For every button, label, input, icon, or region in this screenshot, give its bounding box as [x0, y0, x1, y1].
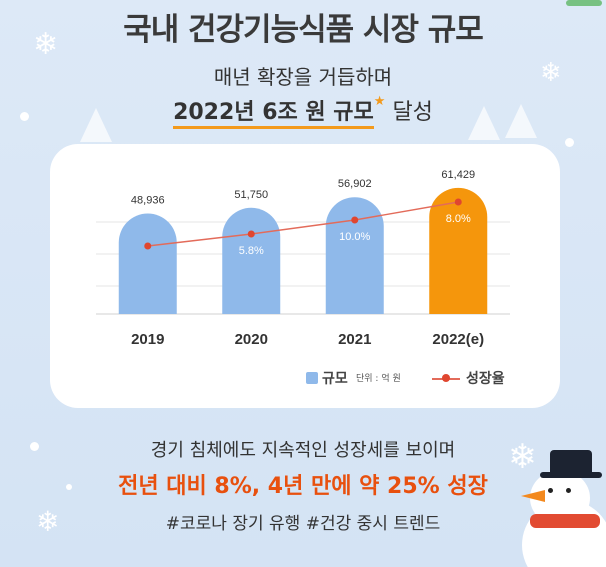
summary-line-1: 경기 침체에도 지속적인 성장세를 보이며	[150, 440, 456, 461]
highlight-suffix: 달성	[392, 100, 433, 125]
snowman-eye	[548, 488, 553, 493]
legend-unit: 단위 : 억 원	[356, 374, 401, 384]
snow-dot	[565, 138, 574, 147]
brand-logo	[566, 0, 602, 6]
snowflake-icon: ❄	[36, 505, 60, 538]
growth-point	[351, 216, 359, 224]
snowflake-icon: ❄	[508, 437, 537, 477]
category-label: 2021	[338, 331, 371, 348]
snowflake-icon: ❄	[33, 27, 59, 62]
growth-point	[247, 230, 255, 238]
bar-2019	[118, 213, 177, 314]
tree-icon	[468, 106, 500, 140]
bar-2020	[222, 207, 281, 314]
value-label: 61,429	[441, 169, 475, 181]
snow-dot	[30, 442, 39, 451]
snowman-scarf	[530, 514, 600, 528]
snowman-hat	[550, 450, 592, 476]
value-label: 56,902	[338, 178, 372, 190]
growth-label: 8.0%	[446, 213, 471, 225]
highlight-line: 2022년 6조 원 규모★ 달성	[0, 94, 606, 129]
snowman-nose	[521, 490, 545, 502]
legend-bar-swatch	[306, 372, 318, 384]
tree-icon	[505, 104, 537, 138]
page-title: 국내 건강기능식품 시장 규모	[123, 12, 484, 48]
snow-dot	[66, 484, 72, 490]
growth-point	[454, 198, 462, 206]
category-label: 2022(e)	[432, 331, 484, 348]
category-label: 2019	[131, 331, 164, 348]
legend-bar-label: 규모	[322, 371, 348, 387]
star-icon: ★	[373, 94, 386, 109]
growth-rate-line	[147, 201, 459, 247]
growth-point	[144, 242, 152, 250]
page-subtitle: 매년 확장을 거듭하며	[213, 65, 393, 89]
growth-label: 5.8%	[239, 245, 264, 257]
hashtags: #코로나 장기 유행 #건강 중시 트렌드	[165, 514, 441, 534]
bar-2022(e)	[429, 187, 488, 314]
growth-label: 10.0%	[339, 231, 370, 243]
value-label: 48,936	[131, 195, 165, 207]
tree-icon	[80, 108, 112, 142]
summary-line-2: 전년 대비 8%, 4년 만에 약 25% 성장	[118, 474, 488, 499]
snow-dot	[20, 112, 29, 121]
value-label: 51,750	[234, 189, 268, 201]
snowman-eye	[566, 488, 571, 493]
highlight-text: 2022년 6조 원 규모	[173, 100, 374, 129]
bar-2021	[325, 197, 384, 314]
legend-line-label: 성장율	[466, 371, 505, 387]
legend-point-swatch	[442, 374, 450, 382]
category-label: 2020	[235, 331, 268, 348]
snowflake-icon: ❄	[540, 58, 562, 88]
